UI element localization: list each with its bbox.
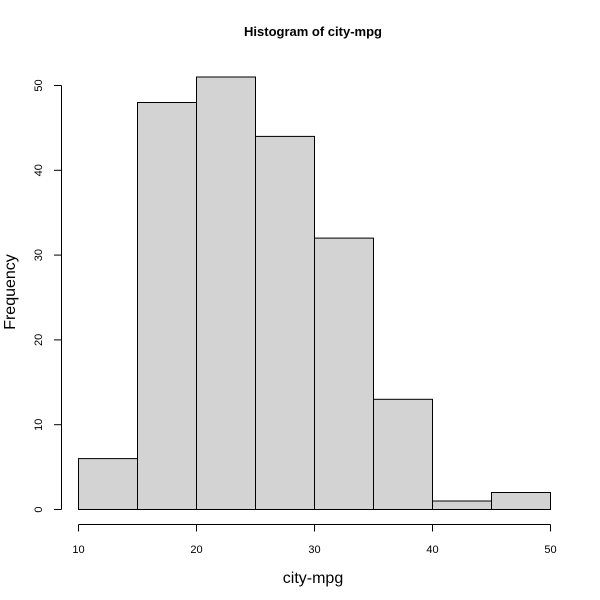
x-tick-label: 40 bbox=[426, 544, 438, 556]
histogram-bar bbox=[314, 237, 374, 510]
histogram-bar bbox=[373, 398, 433, 510]
y-tick-label: 10 bbox=[33, 419, 45, 431]
histogram-bar bbox=[78, 458, 138, 511]
x-tick-label: 20 bbox=[190, 544, 202, 556]
y-tick-label: 50 bbox=[33, 79, 45, 91]
x-axis: 10 20 30 40 50 bbox=[72, 524, 557, 556]
y-axis-label: Frequency bbox=[2, 254, 19, 330]
histogram-bar bbox=[137, 102, 197, 510]
histogram-bar bbox=[196, 76, 256, 510]
y-tick-label: 20 bbox=[33, 334, 45, 346]
y-axis: 0 10 20 30 40 50 bbox=[33, 79, 62, 513]
y-tick-label: 0 bbox=[33, 506, 45, 512]
x-axis-label: city-mpg bbox=[283, 570, 343, 587]
x-tick-label: 30 bbox=[308, 544, 320, 556]
histogram-bar bbox=[491, 492, 551, 510]
histogram-bar bbox=[432, 500, 492, 510]
chart-title: Histogram of city-mpg bbox=[244, 24, 382, 39]
y-tick-label: 30 bbox=[33, 249, 45, 261]
bars-group bbox=[78, 76, 551, 511]
x-tick-label: 50 bbox=[544, 544, 556, 556]
histogram-bar bbox=[255, 135, 315, 510]
x-tick-label: 10 bbox=[72, 544, 84, 556]
y-tick-label: 40 bbox=[33, 164, 45, 176]
